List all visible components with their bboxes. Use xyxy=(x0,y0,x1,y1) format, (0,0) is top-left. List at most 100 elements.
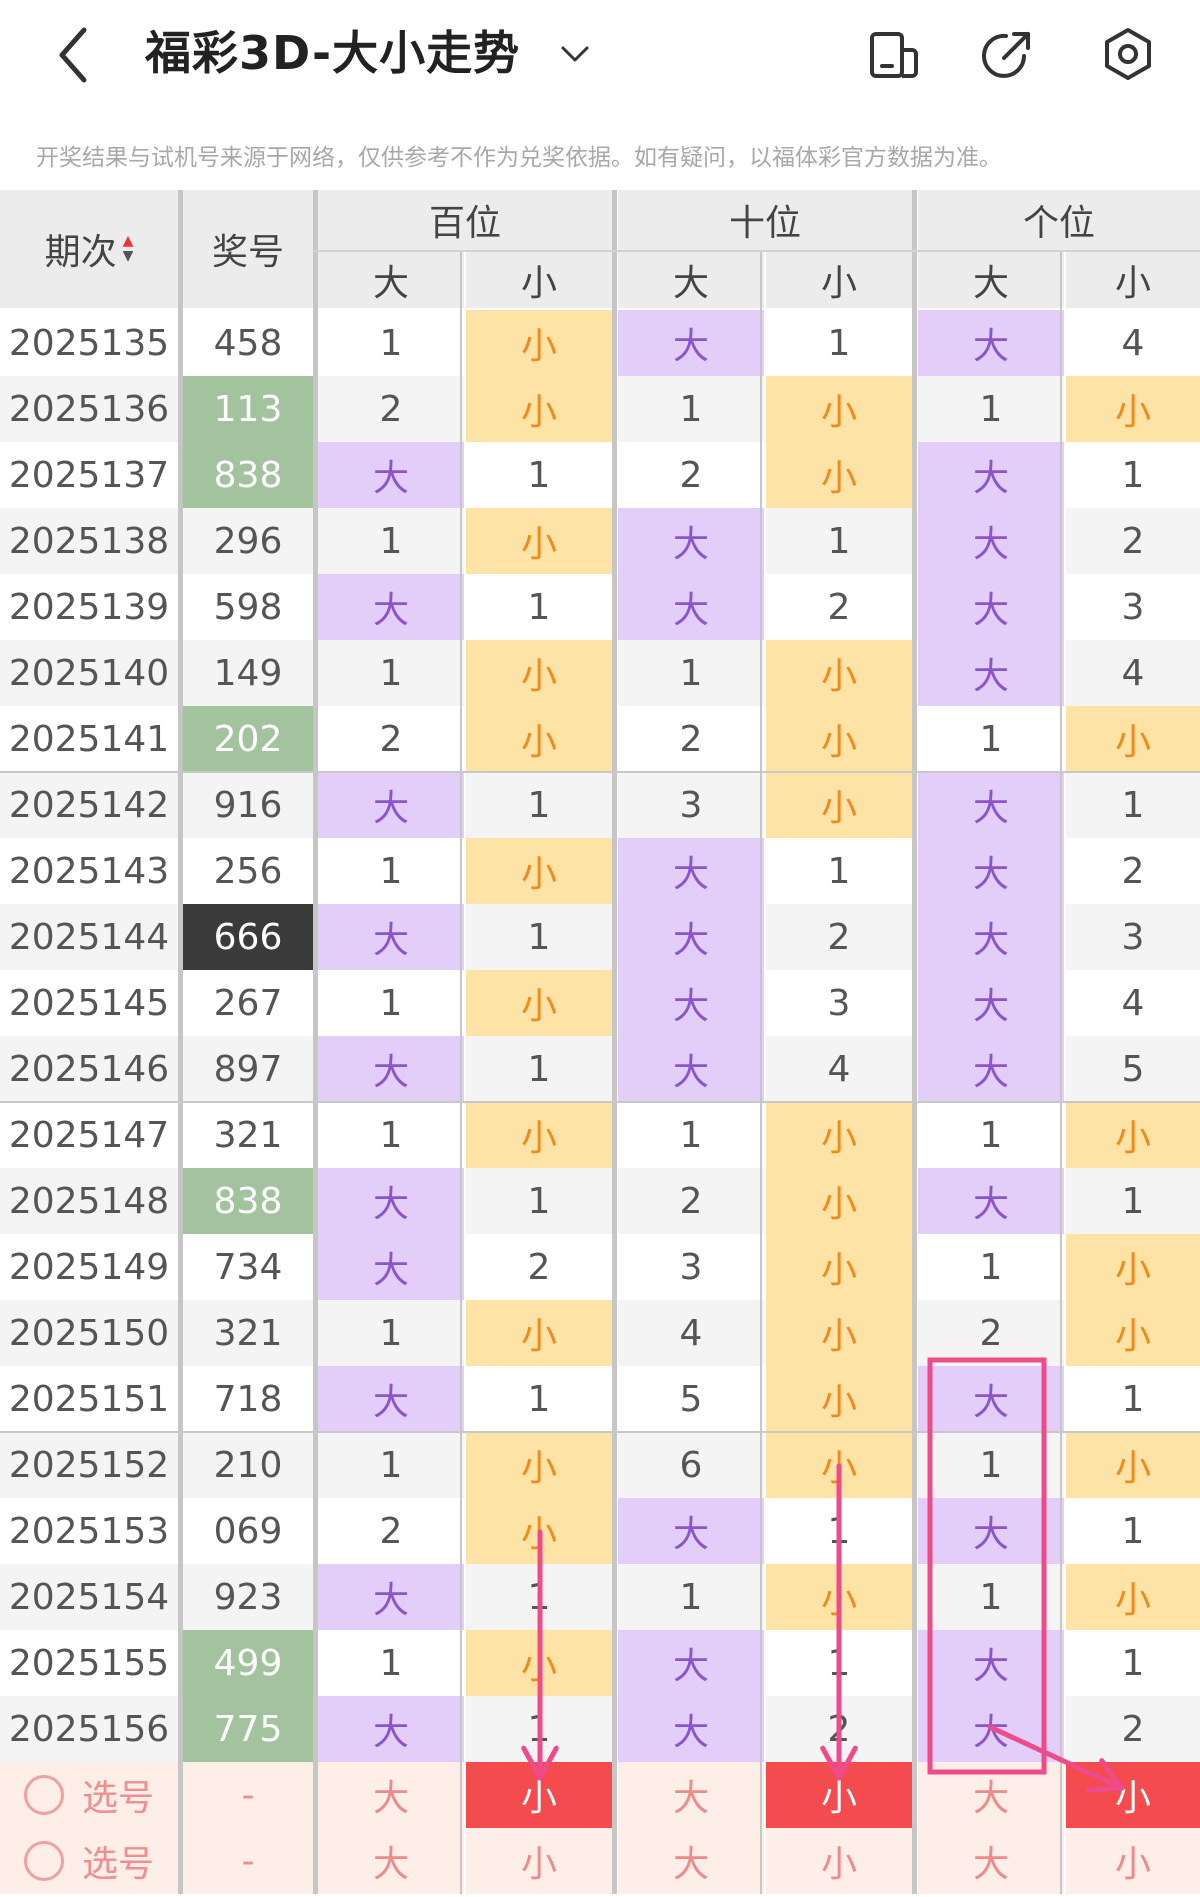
number-cell: 267 xyxy=(183,970,313,1036)
column-header-issue-label: 期次 xyxy=(44,232,117,273)
miss-count-cell: 4 xyxy=(1066,310,1200,376)
miss-count-cell: 1 xyxy=(766,508,912,574)
miss-count-cell: 1 xyxy=(318,1102,464,1168)
small-mark-cell: 小 xyxy=(466,508,612,574)
miss-count-cell: 4 xyxy=(1066,640,1200,706)
miss-count-cell: 1 xyxy=(618,1102,764,1168)
column-header-issue[interactable]: 期次 ▲ ▼ xyxy=(0,190,178,308)
big-mark-cell: 大 xyxy=(918,1498,1064,1564)
big-mark-cell: 大 xyxy=(318,1234,464,1300)
miss-count-cell: 1 xyxy=(466,1564,612,1630)
chevron-down-icon xyxy=(561,46,589,62)
miss-count-cell: 1 xyxy=(466,1696,612,1762)
column-divider xyxy=(313,190,318,1894)
small-mark-cell: 小 xyxy=(466,1300,612,1366)
small-mark-cell: 小 xyxy=(766,1564,912,1630)
miss-count-cell: 1 xyxy=(766,838,912,904)
select-option[interactable]: 大 xyxy=(318,1828,464,1894)
big-mark-cell: 大 xyxy=(918,442,1064,508)
issue-cell: 2025148 xyxy=(0,1168,178,1234)
column-divider xyxy=(760,250,762,1894)
miss-count-cell: 3 xyxy=(618,1234,764,1300)
small-mark-cell: 小 xyxy=(766,1102,912,1168)
issue-cell: 2025145 xyxy=(0,970,178,1036)
number-cell: 916 xyxy=(183,772,313,838)
miss-count-cell: 4 xyxy=(766,1036,912,1102)
issue-cell: 2025151 xyxy=(0,1366,178,1432)
select-option-active[interactable]: 小 xyxy=(466,1762,612,1828)
select-option[interactable]: 大 xyxy=(318,1762,464,1828)
number-cell: 897 xyxy=(183,1036,313,1102)
settings-button[interactable] xyxy=(1096,22,1160,86)
big-mark-cell: 大 xyxy=(918,904,1064,970)
miss-count-cell: 1 xyxy=(466,772,612,838)
select-row-toggle[interactable]: 选号 xyxy=(0,1828,178,1894)
issue-cell: 2025140 xyxy=(0,640,178,706)
miss-count-cell: 2 xyxy=(766,1696,912,1762)
number-cell: 113 xyxy=(183,376,313,442)
number-cell: 458 xyxy=(183,310,313,376)
big-mark-cell: 大 xyxy=(318,1696,464,1762)
select-option[interactable]: 小 xyxy=(1066,1828,1200,1894)
share-button[interactable] xyxy=(976,22,1040,86)
big-mark-cell: 大 xyxy=(318,1168,464,1234)
select-option[interactable]: 大 xyxy=(918,1828,1064,1894)
miss-count-cell: 1 xyxy=(466,1168,612,1234)
select-option[interactable]: 小 xyxy=(466,1828,612,1894)
small-mark-cell: 小 xyxy=(466,1102,612,1168)
miss-count-cell: 1 xyxy=(466,574,612,640)
big-mark-cell: 大 xyxy=(918,838,1064,904)
big-mark-cell: 大 xyxy=(318,904,464,970)
miss-count-cell: 1 xyxy=(318,970,464,1036)
layout-toggle-button[interactable] xyxy=(862,22,926,86)
miss-count-cell: 1 xyxy=(1066,1168,1200,1234)
number-cell: 838 xyxy=(183,442,313,508)
select-option[interactable]: 小 xyxy=(766,1828,912,1894)
select-option[interactable]: 大 xyxy=(618,1762,764,1828)
page-title[interactable]: 福彩3D-大小走势 xyxy=(145,26,521,80)
miss-count-cell: 1 xyxy=(618,640,764,706)
title-dropdown-button[interactable] xyxy=(555,34,595,74)
small-mark-cell: 小 xyxy=(766,1234,912,1300)
select-row-label: 选号 xyxy=(81,1778,154,1819)
issue-cell: 2025155 xyxy=(0,1630,178,1696)
big-mark-cell: 大 xyxy=(918,1036,1064,1102)
chevron-left-icon xyxy=(59,27,87,83)
sub-header-big: 大 xyxy=(318,252,464,308)
group-header: 十位 xyxy=(618,190,912,250)
issue-cell: 2025149 xyxy=(0,1234,178,1300)
select-option[interactable]: 大 xyxy=(918,1762,1064,1828)
miss-count-cell: 1 xyxy=(1066,772,1200,838)
big-mark-cell: 大 xyxy=(318,1366,464,1432)
miss-count-cell: 3 xyxy=(1066,574,1200,640)
big-mark-cell: 大 xyxy=(918,970,1064,1036)
miss-count-cell: 1 xyxy=(766,310,912,376)
number-cell: 598 xyxy=(183,574,313,640)
miss-count-cell: 2 xyxy=(1066,1696,1200,1762)
miss-count-cell: 1 xyxy=(766,1630,912,1696)
miss-count-cell: 1 xyxy=(618,1564,764,1630)
number-cell: 666 xyxy=(183,904,313,970)
select-row-toggle[interactable]: 选号 xyxy=(0,1762,178,1828)
issue-cell: 2025143 xyxy=(0,838,178,904)
miss-count-cell: 4 xyxy=(618,1300,764,1366)
small-mark-cell: 小 xyxy=(466,970,612,1036)
column-header-number: 奖号 xyxy=(183,190,313,308)
small-mark-cell: 小 xyxy=(766,1432,912,1498)
small-mark-cell: 小 xyxy=(766,1366,912,1432)
miss-count-cell: 6 xyxy=(618,1432,764,1498)
miss-count-cell: 1 xyxy=(466,442,612,508)
big-mark-cell: 大 xyxy=(918,1696,1064,1762)
select-number-placeholder: - xyxy=(183,1762,313,1828)
back-button[interactable] xyxy=(50,22,100,88)
big-mark-cell: 大 xyxy=(318,772,464,838)
big-mark-cell: 大 xyxy=(318,574,464,640)
number-cell: 923 xyxy=(183,1564,313,1630)
big-mark-cell: 大 xyxy=(918,508,1064,574)
miss-count-cell: 1 xyxy=(618,376,764,442)
column-divider xyxy=(460,250,462,1894)
select-option-active[interactable]: 小 xyxy=(766,1762,912,1828)
number-cell: 296 xyxy=(183,508,313,574)
select-option[interactable]: 大 xyxy=(618,1828,764,1894)
select-option-active[interactable]: 小 xyxy=(1066,1762,1200,1828)
